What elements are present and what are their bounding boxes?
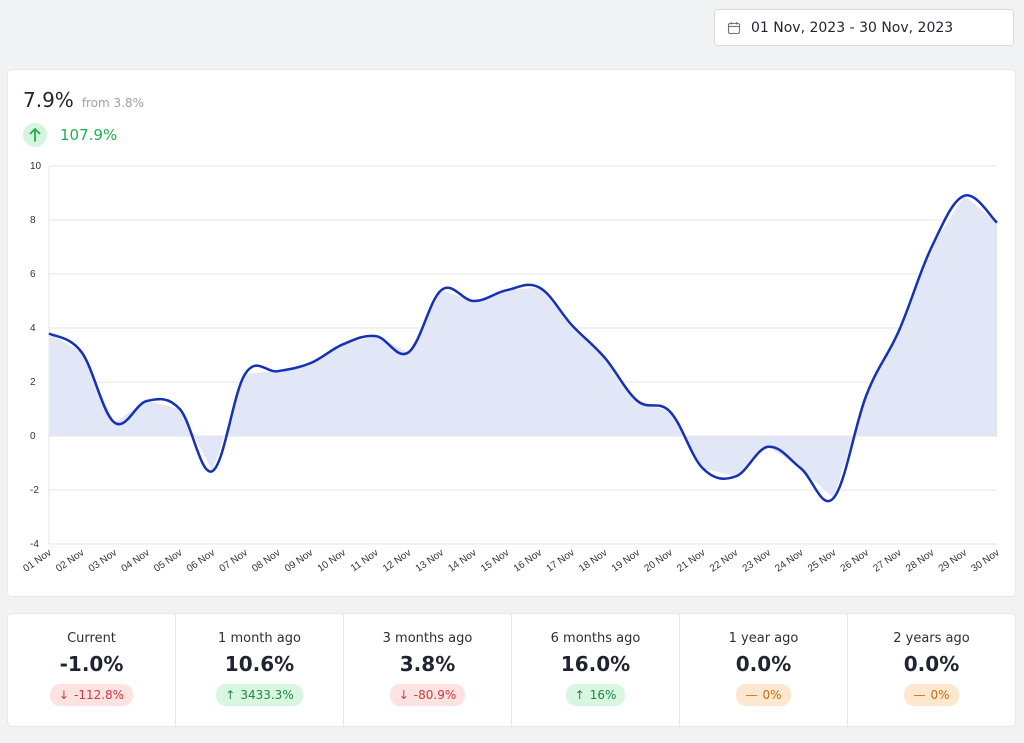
- stat-value: 0.0%: [903, 652, 960, 676]
- stat-badge: ↑ 3433.3%: [216, 684, 303, 706]
- stat-label: 1 month ago: [218, 631, 301, 646]
- y-tick-label: -2: [30, 485, 39, 496]
- stat-2-years-ago: 2 years ago 0.0% — 0%: [848, 614, 1015, 726]
- stat-badge: ↓ -80.9%: [389, 684, 466, 706]
- y-tick-label: -4: [30, 539, 39, 550]
- from-value: from 3.8%: [81, 96, 145, 110]
- stat-value: 0.0%: [735, 652, 792, 676]
- stat-6-months-ago: 6 months ago 16.0% ↑ 16%: [512, 614, 680, 726]
- chart-card: 7.9% from 3.8% 107.9% -4 -2 0 2 4 6 8 10 01 Nov 0…: [8, 70, 1015, 596]
- dash-icon: —: [745, 688, 758, 702]
- stat-value: 10.6%: [224, 652, 295, 676]
- x-tick-label: 27 Nov: [871, 547, 903, 574]
- x-tick-label: 03 Nov: [87, 547, 119, 574]
- x-tick-label: 04 Nov: [120, 547, 152, 574]
- x-tick-label: 21 Nov: [675, 547, 707, 574]
- x-tick-label: 10 Nov: [316, 547, 348, 574]
- stat-badge-text: -80.9%: [413, 688, 457, 702]
- date-range-picker[interactable]: 01 Nov, 2023 - 30 Nov, 2023: [714, 9, 1014, 46]
- x-tick-label: 23 Nov: [741, 547, 773, 574]
- x-tick-label: 25 Nov: [806, 547, 838, 574]
- x-tick-label: 08 Nov: [250, 547, 282, 574]
- arrow-down-icon: ↓: [58, 688, 69, 702]
- y-tick-label: 6: [30, 269, 36, 280]
- x-tick-label: 18 Nov: [577, 547, 609, 574]
- stat-badge: ↑ 16%: [565, 684, 626, 706]
- x-tick-label: 11 Nov: [349, 547, 381, 574]
- change-percent: 107.9%: [60, 126, 118, 144]
- arrow-up-icon: ↑: [225, 688, 236, 702]
- stat-value: 16.0%: [560, 652, 631, 676]
- stat-current: Current -1.0% ↓ -112.8%: [8, 614, 176, 726]
- y-tick-label: 4: [30, 323, 36, 334]
- stats-panel: Current -1.0% ↓ -112.8% 1 month ago 10.6%…: [8, 614, 1015, 726]
- x-tick-label: 28 Nov: [904, 547, 936, 574]
- x-tick-label: 24 Nov: [773, 547, 805, 574]
- x-tick-label: 17 Nov: [544, 547, 576, 574]
- stat-badge-text: 3433.3%: [240, 688, 294, 702]
- arrow-down-icon: ↓: [398, 688, 409, 702]
- arrow-up-icon: ↑: [574, 688, 585, 702]
- stat-badge: — 0%: [904, 684, 959, 706]
- x-tick-label: 09 Nov: [283, 547, 315, 574]
- x-tick-label: 12 Nov: [381, 547, 413, 574]
- y-tick-label: 0: [30, 431, 36, 442]
- stat-badge-text: 0%: [930, 688, 950, 702]
- x-tick-label: 19 Nov: [610, 547, 642, 574]
- x-tick-label: 30 Nov: [969, 547, 1001, 574]
- stat-1-month-ago: 1 month ago 10.6% ↑ 3433.3%: [176, 614, 344, 726]
- x-tick-label: 16 Nov: [512, 547, 544, 574]
- x-tick-label: 15 Nov: [479, 547, 511, 574]
- y-tick-label: 2: [30, 377, 36, 388]
- x-tick-label: 26 Nov: [839, 547, 871, 574]
- stat-badge-text: 16%: [589, 688, 617, 702]
- x-tick-label: 05 Nov: [152, 547, 184, 574]
- stat-label: Current: [67, 631, 116, 646]
- stat-1-year-ago: 1 year ago 0.0% — 0%: [680, 614, 848, 726]
- stat-label: 2 years ago: [893, 631, 970, 646]
- x-tick-label: 20 Nov: [643, 547, 675, 574]
- stat-label: 6 months ago: [550, 631, 641, 646]
- arrow-up-icon: [23, 123, 47, 147]
- x-tick-label: 02 Nov: [54, 547, 86, 574]
- stat-badge: — 0%: [736, 684, 791, 706]
- x-tick-label: 22 Nov: [708, 547, 740, 574]
- x-tick-label: 06 Nov: [185, 547, 217, 574]
- x-tick-label: 01 Nov: [21, 547, 53, 574]
- x-tick-label: 07 Nov: [218, 547, 250, 574]
- series-line: [48, 194, 998, 503]
- x-tick-label: 13 Nov: [414, 547, 446, 574]
- area-fill: [49, 195, 997, 499]
- current-value: 7.9%: [23, 88, 74, 112]
- stat-badge-text: 0%: [762, 688, 782, 702]
- x-tick-label: 29 Nov: [937, 547, 969, 574]
- stat-badge-text: -112.8%: [73, 688, 125, 702]
- headline: 7.9% from 3.8%: [23, 88, 144, 112]
- area-chart: -4 -2 0 2 4 6 8 10 01 Nov 02 Nov 03 Nov 04 Nov 05 No…: [21, 161, 1001, 575]
- stat-3-months-ago: 3 months ago 3.8% ↓ -80.9%: [344, 614, 512, 726]
- dash-icon: —: [913, 688, 926, 702]
- stat-value: 3.8%: [399, 652, 456, 676]
- stat-label: 1 year ago: [728, 631, 799, 646]
- date-range-label: 01 Nov, 2023 - 30 Nov, 2023: [751, 19, 954, 36]
- calendar-icon: [727, 21, 741, 34]
- change-indicator: 107.9%: [23, 123, 117, 147]
- stat-badge: ↓ -112.8%: [49, 684, 134, 706]
- stat-value: -1.0%: [59, 652, 124, 676]
- stat-label: 3 months ago: [382, 631, 473, 646]
- y-tick-label: 10: [30, 161, 42, 172]
- x-tick-label: 14 Nov: [446, 547, 478, 574]
- y-tick-label: 8: [30, 215, 36, 226]
